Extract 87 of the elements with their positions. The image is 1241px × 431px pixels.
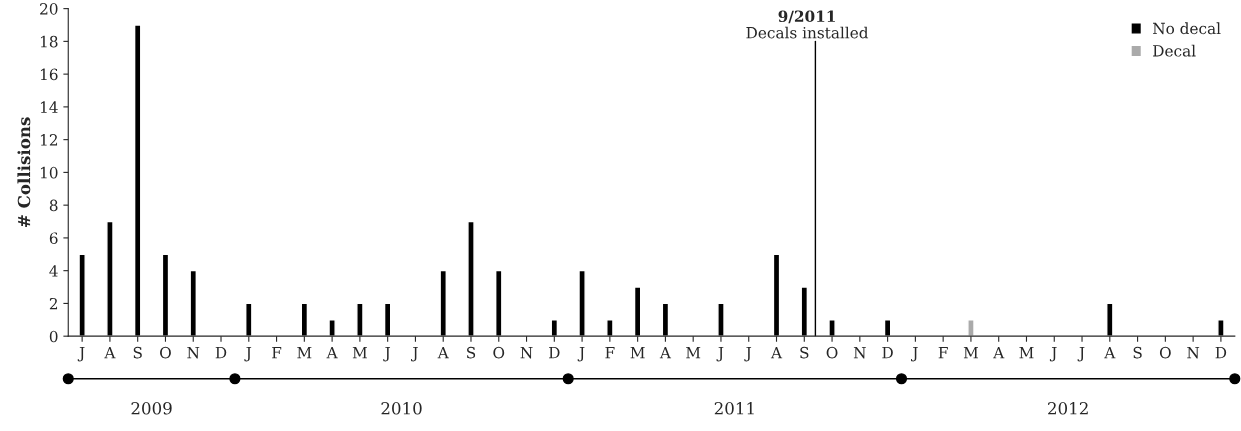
x-tick-label: J [411,347,418,362]
bar [78,253,86,337]
y-tick-label: 20 [40,3,58,15]
bar [800,286,809,337]
bar [661,302,670,337]
y-tick-label: 2 [49,297,58,310]
bar [1217,319,1225,337]
legend-label: No decal [1153,22,1221,35]
y-tick-label: 12 [40,134,58,146]
bar [717,302,725,337]
bar [467,220,475,337]
x-tick-label: J [716,347,724,362]
x-tick-label: D [215,347,227,359]
x-tick-label: M [352,347,367,359]
x-tick-label: S [1133,346,1142,359]
x-tick-label: N [1187,347,1200,359]
x-tick-label: F [938,347,948,359]
y-tick-label: 8 [49,199,58,212]
x-tick-label: N [853,347,866,359]
x-tick-label: J [1049,347,1057,362]
bar [883,319,892,337]
bar [967,319,975,337]
bar [300,302,309,337]
annotation: 9/2011 Decals installed [746,10,869,39]
bar [383,302,392,337]
x-tick-label: S [467,346,476,359]
y-tick-label: 6 [49,232,58,244]
bar [633,286,642,337]
bar [328,319,336,337]
x-tick-label: A [104,347,116,359]
x-tick-label: A [770,347,783,359]
x-tick-label: M [630,347,645,359]
x-tick-label: O [160,346,171,359]
x-tick-label: D [1215,347,1227,359]
bar [356,302,364,337]
text: 2011 [714,401,754,415]
x-tick-label: O [493,346,505,359]
x-tick-label: F [605,347,615,359]
bar [189,269,197,337]
x-tick-label: J [244,347,252,362]
x-tick-label: O [826,346,838,359]
bar [1106,302,1114,337]
bar [828,319,836,337]
bar [606,319,614,337]
bar [106,220,114,337]
x-tick-label: A [1104,347,1116,359]
bar [161,253,170,337]
text: 2010 [381,401,422,415]
y-tick-label: 10 [40,166,58,179]
y-tick-label: 0 [49,330,58,343]
bar [772,253,781,337]
x-tick-label: J [744,347,752,362]
x-tick-label: D [549,347,560,359]
text: 2009 [131,401,172,415]
x-tick-label: J [577,347,585,362]
bar [495,269,503,337]
x-tick-label: J [911,347,918,362]
text: 2012 [1048,401,1088,415]
x-tick-label: D [882,347,893,359]
bar [578,269,586,337]
x-tick-label: J [383,347,391,362]
y-axis-title: # Collisions [17,117,31,228]
bar [133,24,142,337]
x-tick-label: M [1019,347,1034,359]
y-tick-label: 4 [49,265,58,277]
x-tick-label: O [1159,346,1171,359]
bar [245,302,253,337]
y-tick-label: 18 [40,35,58,48]
x-tick-label: A [993,347,1005,359]
x-tick-label: J [1077,347,1085,362]
x-tick-label: M [686,347,701,359]
y-tick-label: 16 [40,68,58,81]
x-tick-label: N [520,347,533,359]
x-tick-label: M [963,347,978,359]
x-tick-label: S [133,346,142,359]
y-tick-label: 14 [40,101,58,113]
x-tick-label: A [437,347,449,359]
x-tick-label: F [272,347,282,359]
x-tick-label: J [77,347,85,362]
x-tick-label: S [800,346,809,359]
x-tick-label: A [326,347,338,359]
legend-label: Decal [1153,44,1196,57]
x-tick-label: M [297,347,312,359]
bar [550,319,559,337]
bar [439,269,447,337]
x-tick-label: N [187,347,200,359]
x-tick-label: A [659,347,672,359]
